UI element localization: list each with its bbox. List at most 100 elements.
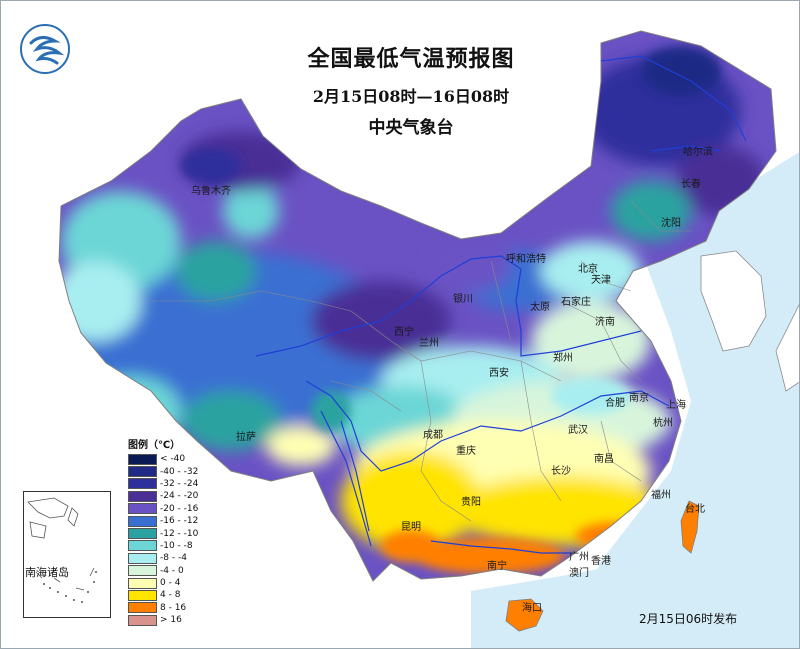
legend-label: -20 - -16 [160, 503, 199, 514]
city-label-yinchuan: 银川 [453, 294, 473, 305]
city-label-lanzhou: 兰州 [419, 338, 439, 349]
city-label-tianjin: 天津 [591, 275, 611, 286]
legend-item: -20 - -16 [128, 503, 198, 515]
title-block: 全国最低气温预报图 2月15日08时—16日08时 中央气象台 [251, 41, 571, 138]
city-label-xining: 西宁 [394, 327, 414, 338]
legend-label: 0 - 4 [160, 578, 181, 589]
legend-label: -40 - -32 [160, 466, 199, 477]
legend-swatch [128, 614, 157, 626]
city-label-shanghai: 上海 [666, 400, 686, 411]
city-label-hangzhou: 杭州 [653, 418, 673, 429]
south-china-sea [471, 561, 661, 648]
issuing-organization: 中央气象台 [368, 118, 454, 138]
legend-label: 8 - 16 [160, 602, 187, 613]
south-china-sea-inset [23, 491, 111, 618]
city-label-zhengzhou: 郑州 [553, 353, 573, 364]
hainan-island [505, 598, 544, 632]
legend-swatch [128, 490, 157, 502]
legend-item: -16 - -12 [128, 515, 198, 527]
city-label-xian: 西安 [489, 368, 509, 379]
city-label-beijing: 北京 [578, 264, 598, 275]
city-label-jinan: 济南 [595, 317, 615, 328]
city-label-harbin: 哈尔滨 [683, 147, 713, 158]
lancang [320, 410, 372, 547]
city-label-macau: 澳门 [569, 568, 589, 579]
yellow-river [255, 255, 642, 357]
legend-swatch [128, 515, 157, 527]
legend-label: -12 - -10 [160, 528, 199, 539]
cma-logo-icon [20, 24, 70, 74]
legend-item: 0 - 4 [128, 577, 190, 589]
inset-map [27, 497, 97, 603]
legend-item: 4 - 8 [128, 589, 190, 601]
legend-swatch [128, 466, 157, 478]
legend: 图例（℃） < -40 -40 - -32 -32 - -24 -24 - -20 -2… [128, 439, 198, 626]
legend-item: 8 - 16 [128, 602, 190, 614]
japan-island [775, 304, 799, 392]
legend-item: -8 - -4 [128, 552, 190, 564]
forecast-period: 2月15日08时—16日08时 [312, 87, 510, 106]
legend-item: -40 - -32 [128, 465, 198, 478]
legend-swatch [128, 589, 157, 601]
city-label-lhasa: 拉萨 [236, 432, 256, 443]
city-label-taiyuan: 太原 [530, 302, 550, 313]
city-label-kunming: 昆明 [401, 522, 421, 533]
legend-label: -32 - -24 [160, 478, 199, 489]
city-label-wuhan: 武汉 [568, 425, 588, 436]
city-label-urumqi: 乌鲁木齐 [191, 186, 231, 197]
city-label-changsha: 长沙 [551, 466, 571, 477]
heilongjiang [600, 55, 747, 142]
yangtze-river [305, 380, 670, 472]
legend-item: -24 - -20 [128, 490, 198, 502]
city-label-nanchang: 南昌 [594, 454, 614, 465]
legend-item: -12 - -10 [128, 527, 198, 540]
pearl-river [430, 540, 571, 554]
city-label-chengdu: 成都 [423, 430, 443, 441]
city-label-guangzhou: 广州 [569, 552, 589, 563]
map-title: 全国最低气温预报图 [307, 47, 515, 72]
legend-item: < -40 [128, 453, 190, 465]
legend-label: < -40 [160, 454, 186, 465]
legend-item: > 16 [128, 614, 190, 626]
rivers [255, 55, 747, 554]
legend-swatch [128, 540, 157, 552]
taiwan-island [680, 500, 700, 554]
city-label-shijiazhuang: 石家庄 [561, 297, 591, 308]
legend-swatch [128, 602, 157, 614]
legend-label: -16 - -12 [160, 516, 199, 527]
legend-swatch [128, 503, 157, 515]
inset-label: 南海诸岛 [25, 566, 69, 579]
legend-label: > 16 [160, 615, 182, 626]
city-label-shenyang: 沈阳 [661, 218, 681, 229]
city-label-guiyang: 贵阳 [461, 497, 481, 508]
songhua [650, 145, 722, 152]
nu-river [340, 420, 370, 532]
city-label-chongqing: 重庆 [456, 446, 476, 457]
city-label-hefei: 合肥 [605, 398, 625, 409]
legend-label: -8 - -4 [160, 553, 187, 564]
city-label-taibei: 台北 [685, 504, 705, 515]
legend-label: -10 - -8 [160, 540, 193, 551]
legend-swatch [128, 577, 157, 589]
city-label-changchun: 长春 [681, 179, 701, 190]
city-label-nanning: 南宁 [487, 561, 507, 572]
china-border [58, 30, 777, 582]
city-label-hohhot: 呼和浩特 [506, 254, 546, 265]
legend-swatch [128, 565, 157, 577]
city-label-hongkong: 香港 [591, 556, 611, 567]
legend-item: -32 - -24 [128, 478, 198, 490]
legend-label: 4 - 8 [160, 590, 181, 601]
legend-swatch [128, 528, 157, 540]
legend-swatch [128, 453, 157, 465]
city-label-fuzhou: 福州 [651, 490, 671, 501]
korean-peninsula [700, 250, 767, 352]
city-label-nanjing: 南京 [629, 393, 649, 404]
legend-swatch [128, 552, 157, 564]
legend-label: -4 - 0 [160, 565, 184, 576]
legend-item: -4 - 0 [128, 565, 190, 577]
issue-time: 2月15日06时发布 [639, 612, 738, 626]
city-label-haikou: 海口 [522, 603, 542, 614]
